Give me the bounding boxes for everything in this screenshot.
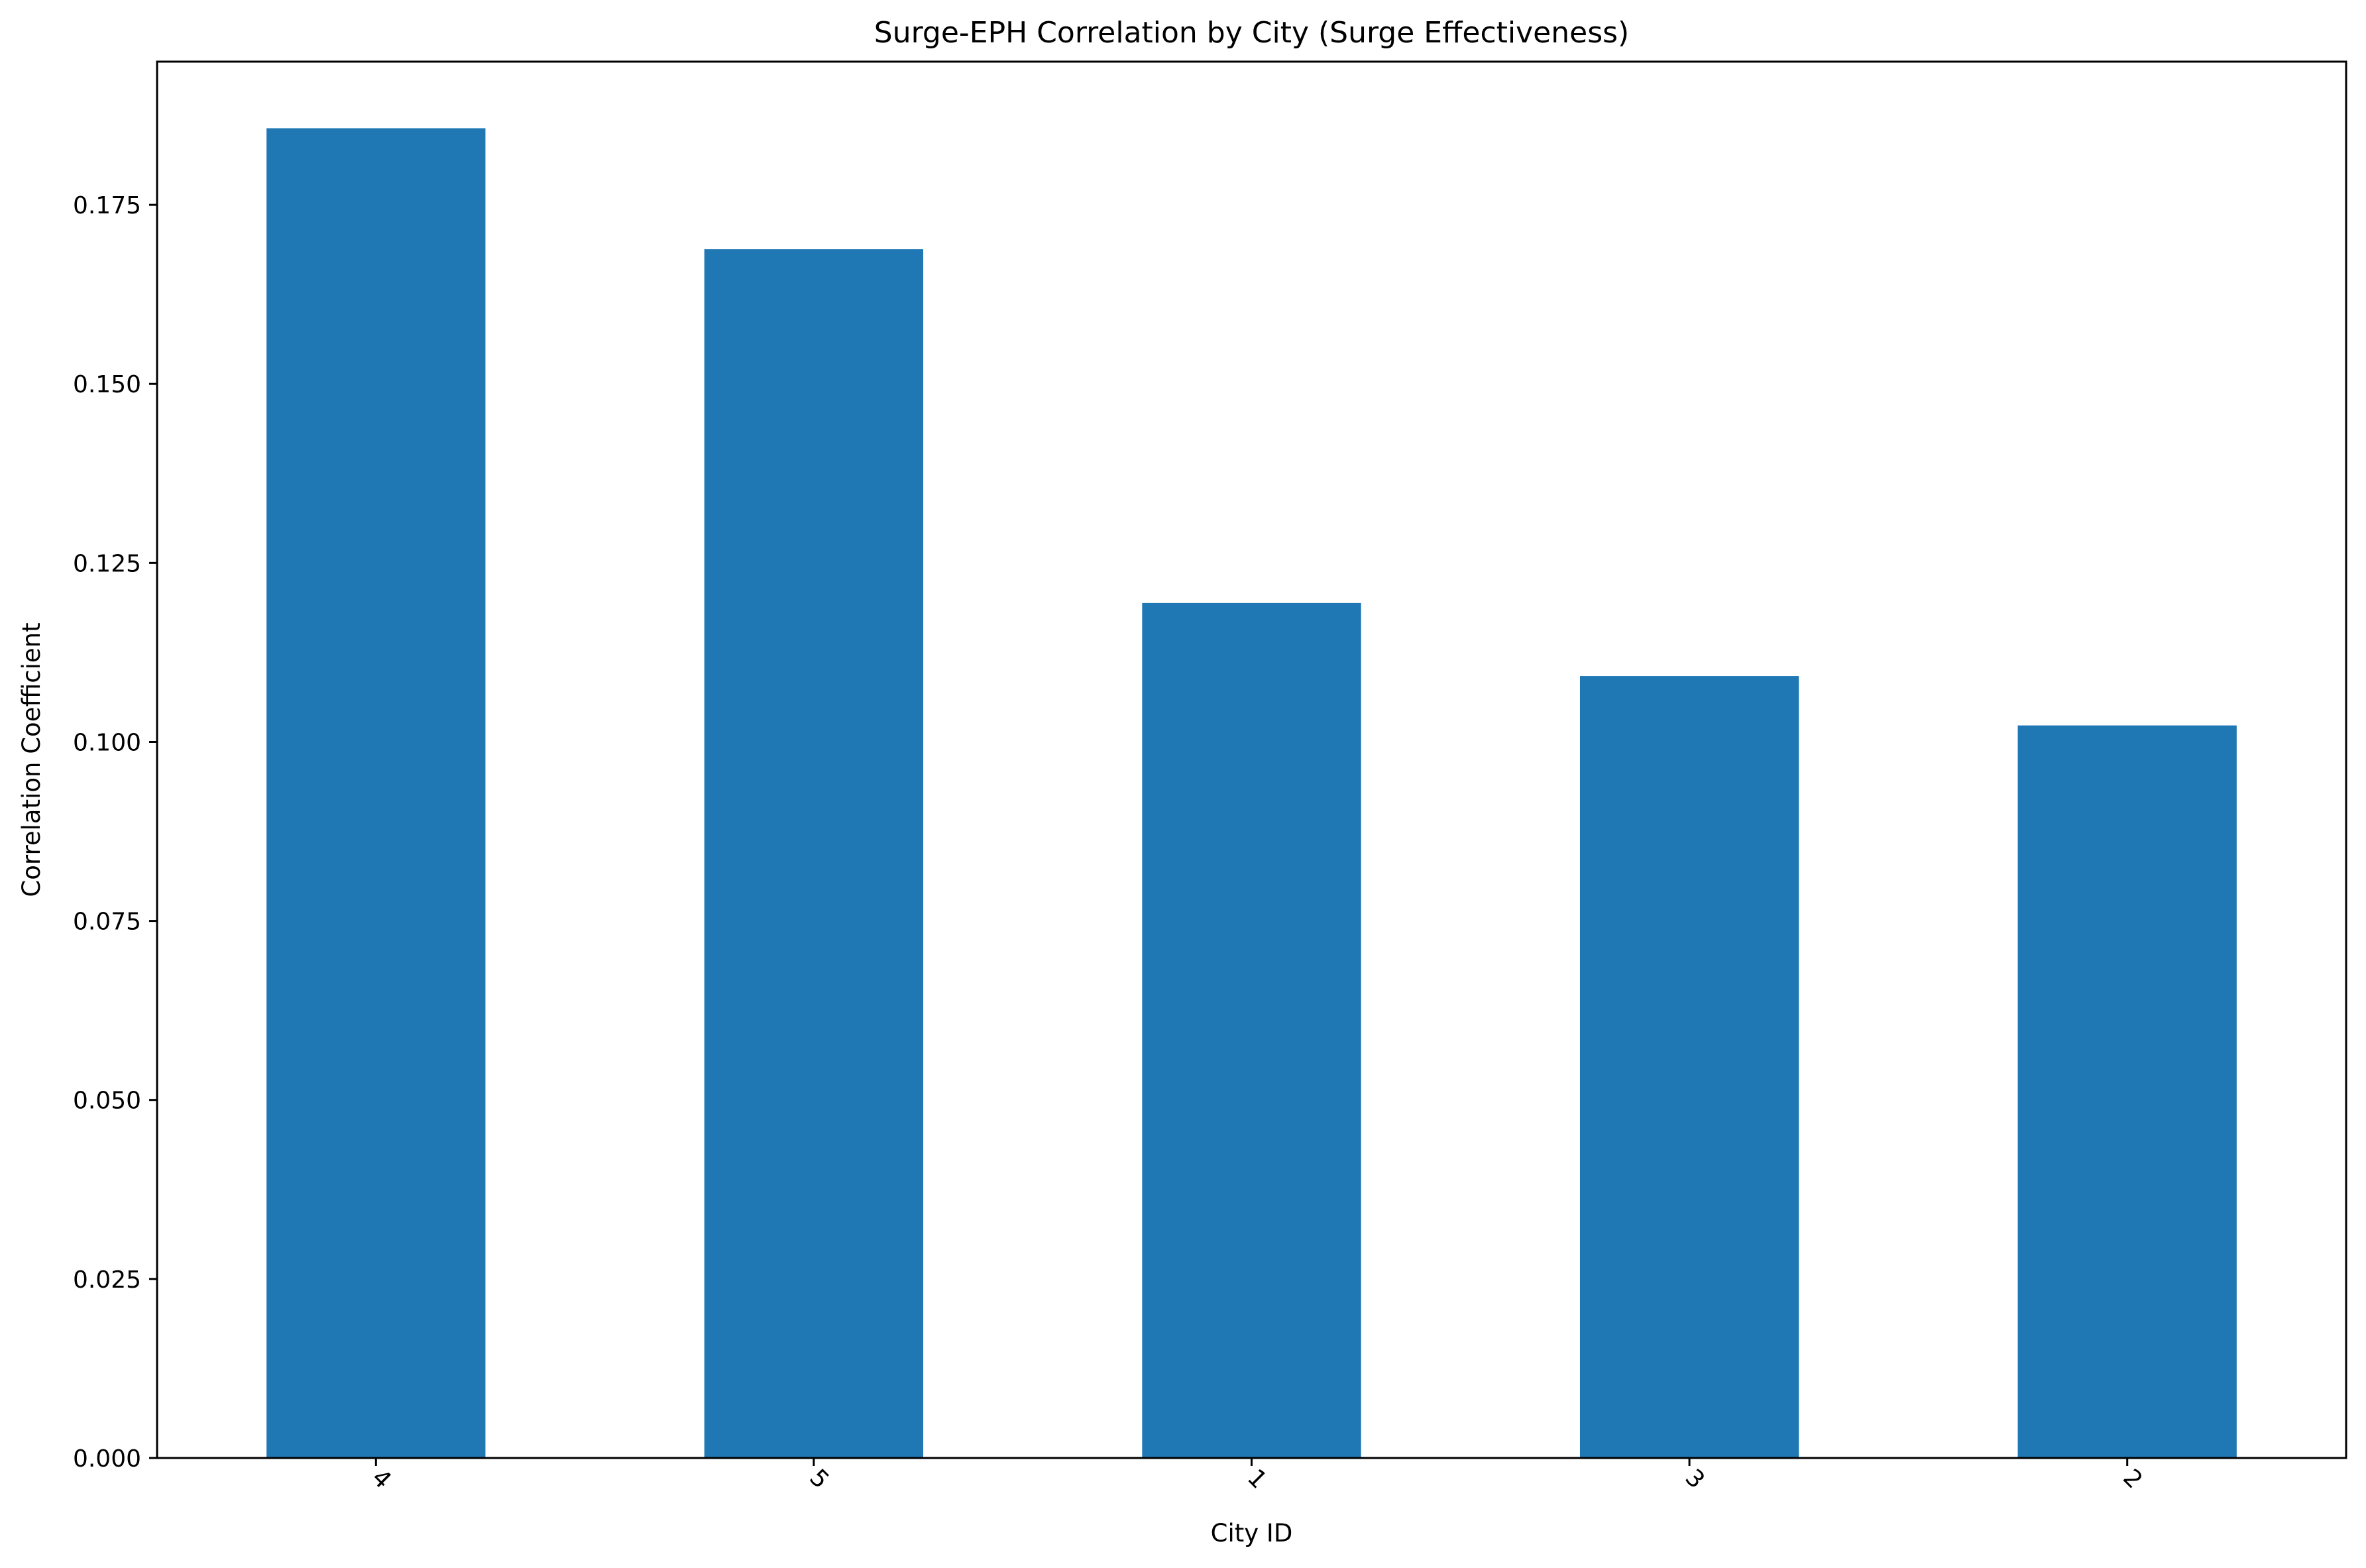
bar-city-4 [266, 128, 486, 1459]
y-tick-label: 0.175 [73, 192, 141, 219]
y-tick-label: 0.125 [73, 550, 141, 577]
y-tick-label: 0.000 [73, 1445, 141, 1473]
y-tick-label: 0.025 [73, 1266, 141, 1294]
bar-city-2 [2017, 725, 2237, 1458]
y-axis-label: Correlation Coefficient [17, 622, 46, 897]
y-tick-label: 0.050 [73, 1088, 141, 1115]
y-tick-label: 0.100 [73, 729, 141, 756]
bar-city-1 [1142, 602, 1361, 1458]
y-tick-label: 0.150 [73, 371, 141, 398]
bars-group [266, 128, 2237, 1459]
chart-title: Surge-EPH Correlation by City (Surge Eff… [874, 16, 1629, 50]
bar-city-3 [1579, 676, 1799, 1458]
y-axis: 0.000 0.025 0.050 0.075 0.100 0.125 0.150 0.175 [73, 192, 157, 1473]
x-axis-label: City ID [1211, 1519, 1293, 1547]
y-tick-label: 0.075 [73, 909, 141, 936]
bar-city-5 [704, 249, 924, 1458]
